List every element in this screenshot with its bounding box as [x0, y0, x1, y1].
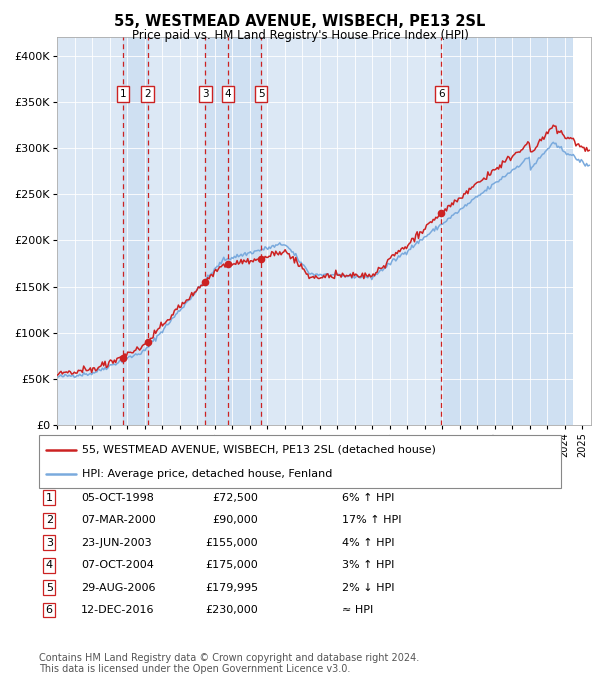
Bar	[205, 37, 261, 425]
Text: 55, WESTMEAD AVENUE, WISBECH, PE13 2SL (detached house): 55, WESTMEAD AVENUE, WISBECH, PE13 2SL (…	[82, 445, 436, 454]
Text: 6: 6	[438, 88, 445, 99]
Text: 6% ↑ HPI: 6% ↑ HPI	[342, 493, 394, 503]
Text: £155,000: £155,000	[205, 538, 258, 547]
Text: 4% ↑ HPI: 4% ↑ HPI	[342, 538, 395, 547]
Text: 2: 2	[46, 515, 53, 525]
Text: £230,000: £230,000	[205, 605, 258, 615]
Text: 3: 3	[202, 88, 209, 99]
Text: ≈ HPI: ≈ HPI	[342, 605, 373, 615]
Text: 55, WESTMEAD AVENUE, WISBECH, PE13 2SL: 55, WESTMEAD AVENUE, WISBECH, PE13 2SL	[115, 14, 485, 29]
Text: 4: 4	[46, 560, 53, 570]
Text: 3: 3	[46, 538, 53, 547]
Text: 5: 5	[46, 583, 53, 592]
Bar	[574, 37, 596, 425]
Text: £72,500: £72,500	[212, 493, 258, 503]
Text: 07-OCT-2004: 07-OCT-2004	[81, 560, 154, 570]
Text: 23-JUN-2003: 23-JUN-2003	[81, 538, 152, 547]
Text: Contains HM Land Registry data © Crown copyright and database right 2024.: Contains HM Land Registry data © Crown c…	[39, 653, 419, 663]
Text: 2% ↓ HPI: 2% ↓ HPI	[342, 583, 395, 592]
Text: 05-OCT-1998: 05-OCT-1998	[81, 493, 154, 503]
Bar	[442, 37, 574, 425]
Text: 17% ↑ HPI: 17% ↑ HPI	[342, 515, 401, 525]
Text: 1: 1	[46, 493, 53, 503]
Text: 3% ↑ HPI: 3% ↑ HPI	[342, 560, 394, 570]
Text: £175,000: £175,000	[205, 560, 258, 570]
Text: Price paid vs. HM Land Registry's House Price Index (HPI): Price paid vs. HM Land Registry's House …	[131, 29, 469, 41]
Text: HPI: Average price, detached house, Fenland: HPI: Average price, detached house, Fenl…	[82, 469, 332, 479]
Text: 5: 5	[258, 88, 265, 99]
Text: 29-AUG-2006: 29-AUG-2006	[81, 583, 155, 592]
Text: 12-DEC-2016: 12-DEC-2016	[81, 605, 155, 615]
Text: £179,995: £179,995	[205, 583, 258, 592]
Text: 2: 2	[145, 88, 151, 99]
Text: 4: 4	[225, 88, 232, 99]
Text: This data is licensed under the Open Government Licence v3.0.: This data is licensed under the Open Gov…	[39, 664, 350, 674]
Text: 1: 1	[119, 88, 126, 99]
Text: 07-MAR-2000: 07-MAR-2000	[81, 515, 156, 525]
Bar	[123, 37, 148, 425]
Text: £90,000: £90,000	[212, 515, 258, 525]
Text: 6: 6	[46, 605, 53, 615]
